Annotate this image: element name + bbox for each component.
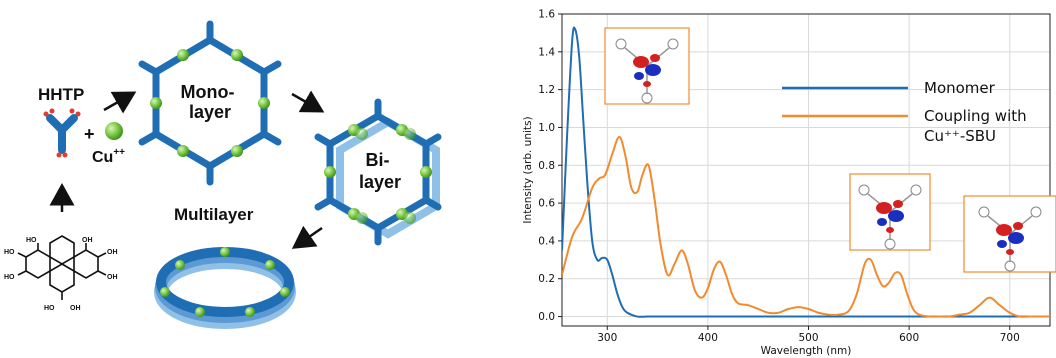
chart-series bbox=[562, 26, 1050, 318]
plot-frame bbox=[561, 13, 1051, 327]
x-tick-label: 700 bbox=[1000, 332, 1020, 344]
hhtp-label: HHTP bbox=[38, 85, 84, 104]
chart-insets bbox=[604, 27, 1056, 273]
monolayer-label: Mono- layer bbox=[181, 82, 240, 122]
oh-label-left-2: HO bbox=[4, 274, 15, 281]
multilayer-copper-nodes bbox=[160, 247, 290, 317]
x-axis-label: Wavelength (nm) bbox=[761, 345, 852, 357]
y-tick-label: 1.4 bbox=[538, 46, 555, 58]
series-line-1 bbox=[562, 135, 1050, 318]
oh-label-top-left: HO bbox=[26, 237, 37, 244]
hhtp-molecule-icon bbox=[17, 235, 107, 300]
monolayer-copper-nodes bbox=[150, 49, 270, 157]
x-tick-label: 500 bbox=[798, 332, 818, 344]
y-tick-label: 0.2 bbox=[538, 273, 555, 285]
y-tick-label: 1.6 bbox=[538, 9, 555, 21]
y-tick-label: 0.8 bbox=[538, 160, 555, 172]
arrow-to-bilayer-icon bbox=[291, 90, 325, 113]
oh-label-bottom-2: OH bbox=[70, 305, 81, 312]
legend-label-0: Monomer bbox=[924, 79, 996, 97]
orbital-image-0 bbox=[615, 38, 679, 104]
y-tick-label: 0.6 bbox=[538, 198, 555, 210]
copper-label: Cu++ bbox=[92, 147, 125, 166]
bilayer-copper-nodes bbox=[324, 124, 432, 224]
x-tick-label: 400 bbox=[698, 332, 718, 344]
hhtp-linker-icon bbox=[43, 108, 81, 158]
y-tick-label: 0.4 bbox=[538, 235, 555, 247]
orbital-image-2 bbox=[978, 206, 1042, 272]
y-tick-label: 1.2 bbox=[538, 84, 555, 96]
bilayer-label: Bi- layer bbox=[359, 150, 401, 192]
arrow-to-monolayer-icon bbox=[103, 91, 137, 114]
arrow-to-multilayer-icon bbox=[291, 225, 323, 249]
y-tick-label: 1.0 bbox=[538, 122, 555, 134]
spectrum-chart: 300 400 500 600 700 0.0 0.2 0.4 0.6 0.8 1.0 1.2 1.4 1… bbox=[522, 9, 1056, 357]
series-line-0 bbox=[562, 26, 1050, 318]
chart-legend: Monomer Coupling with Cu⁺⁺-SBU bbox=[782, 79, 1027, 145]
oh-label-left-1: HO bbox=[4, 249, 15, 256]
bilayer-hexagon-icon bbox=[314, 98, 442, 246]
y-tick-label: 0.0 bbox=[538, 311, 555, 323]
oh-label-bottom-1: HO bbox=[44, 305, 55, 312]
synthesis-scheme: HHTP + Cu++ HO OH HO HO OH OH HO OH bbox=[4, 20, 442, 329]
copper-ion-icon bbox=[105, 122, 123, 140]
chart-frame bbox=[561, 13, 1051, 327]
y-axis-label: Intensity (arb. units) bbox=[522, 116, 534, 223]
oh-label-right-2: OH bbox=[107, 274, 118, 281]
oh-label-right-1: OH bbox=[107, 249, 118, 256]
legend-label-1-line2: Cu⁺⁺-SBU bbox=[924, 127, 996, 145]
plus-sign: + bbox=[84, 124, 95, 144]
chart-ticks: 300 400 500 600 700 0.0 0.2 0.4 0.6 0.8 1.0 1.2 1.4 1… bbox=[538, 9, 1019, 345]
oh-label-top-right: OH bbox=[82, 237, 93, 244]
orbital-image-1 bbox=[858, 184, 922, 250]
monolayer-hexagon-icon bbox=[138, 20, 282, 186]
x-tick-label: 300 bbox=[597, 332, 617, 344]
multilayer-label: Multilayer bbox=[174, 205, 254, 224]
x-tick-label: 600 bbox=[899, 332, 919, 344]
legend-label-1: Coupling with bbox=[924, 107, 1027, 125]
